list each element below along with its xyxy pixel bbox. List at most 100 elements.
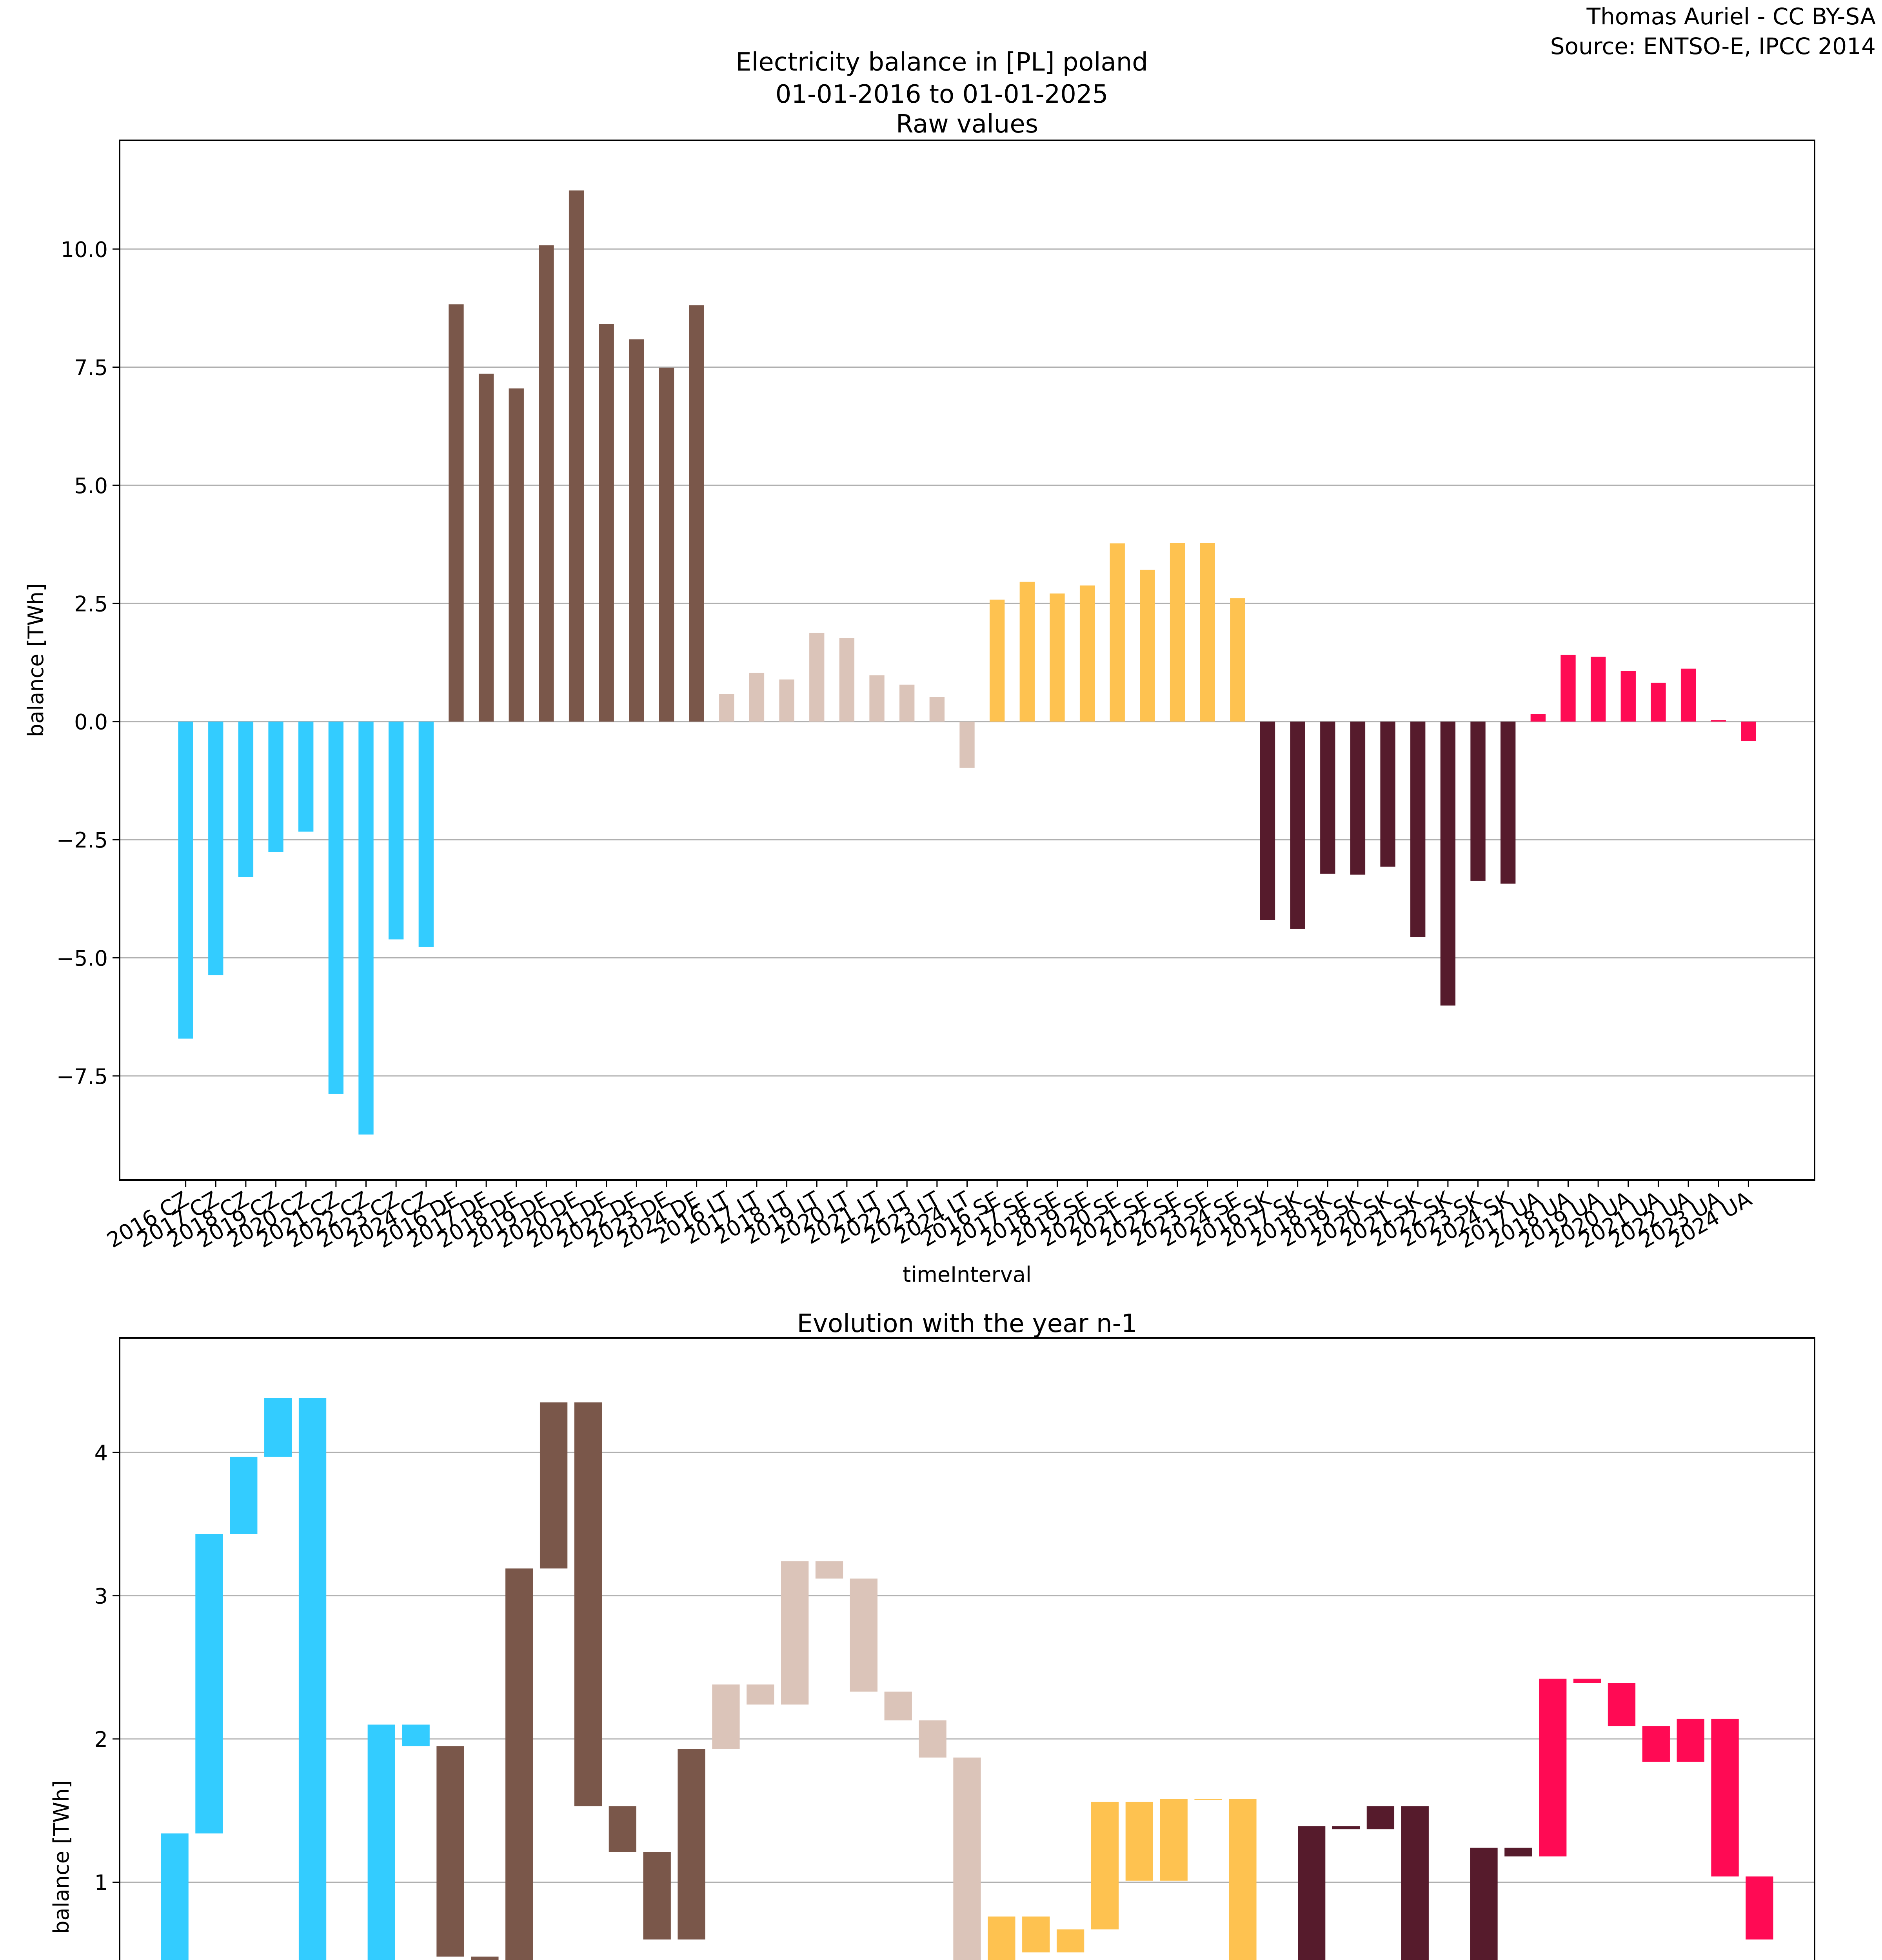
bar-2021-lt: [869, 675, 885, 722]
bar-2019-ua: [1573, 1679, 1601, 1683]
bar-2019-de: [505, 1568, 533, 1960]
bar-2022-se: [1160, 1799, 1188, 1881]
bar-2021-ua: [1651, 682, 1666, 722]
bar-2018-ua: [1560, 655, 1576, 722]
bar-2019-cz: [230, 1457, 258, 1534]
bar-2017-se: [1019, 581, 1035, 722]
bar-2017-lt: [712, 1684, 740, 1749]
bar-2017-sk: [1290, 721, 1305, 929]
bar-2021-se: [1140, 570, 1155, 722]
bar-2023-cz: [389, 721, 404, 940]
bar-2020-ua: [1620, 671, 1636, 722]
bar-2023-sk: [1470, 721, 1486, 881]
bar-2018-lt: [747, 1684, 774, 1705]
bar-2024-lt: [959, 721, 975, 768]
bar-2024-ua: [1746, 1876, 1773, 1940]
bar-2019-sk: [1332, 1826, 1360, 1829]
bar-2017-se: [988, 1916, 1015, 1960]
y-tick-label: −2.5: [56, 828, 108, 853]
bar-2017-de: [436, 1746, 464, 1957]
bar-2018-de: [471, 1956, 499, 1960]
y-tick-label: 2: [94, 1727, 108, 1752]
x-axis-label: timeInterval: [903, 1262, 1032, 1287]
bar-2024-cz: [402, 1724, 430, 1746]
bar-2018-se: [1050, 593, 1065, 722]
bar-2018-se: [1022, 1916, 1050, 1953]
bar-2023-se: [1200, 543, 1215, 722]
y-axis-label: balance [TWh]: [24, 583, 48, 737]
bar-2019-se: [1056, 1929, 1085, 1953]
credit-author: Thomas Auriel - CC BY-SA: [1586, 3, 1876, 30]
bar-2023-cz: [367, 1724, 395, 1960]
bar-2022-de: [629, 339, 644, 722]
bar-2018-sk: [1320, 721, 1335, 874]
bar-2018-de: [509, 388, 524, 722]
evolution-chart: Evolution with the year n-1−2−1012342017…: [49, 1309, 1815, 1960]
bar-2020-se: [1091, 1802, 1119, 1930]
bar-2021-se: [1125, 1802, 1153, 1881]
y-tick-label: 2.5: [74, 592, 108, 616]
bar-2019-lt: [781, 1561, 809, 1705]
bar-2016-se: [989, 599, 1005, 722]
bar-2024-cz: [418, 721, 434, 947]
bar-2020-lt: [815, 1561, 843, 1579]
bar-2016-lt: [719, 694, 734, 722]
y-tick-label: 1: [94, 1870, 108, 1895]
bar-2020-se: [1110, 543, 1125, 722]
bar-2020-de: [569, 190, 584, 722]
bar-2020-ua: [1608, 1683, 1636, 1726]
bar-2022-ua: [1677, 1719, 1704, 1762]
bar-2023-lt: [919, 1720, 946, 1758]
y-tick-label: −5.0: [56, 946, 108, 971]
y-tick-label: 0.0: [74, 710, 108, 735]
bar-2024-ua: [1741, 721, 1756, 741]
bar-2022-de: [609, 1806, 636, 1852]
bar-2021-ua: [1642, 1726, 1670, 1762]
bar-2024-lt: [953, 1757, 981, 1960]
bar-2021-cz: [328, 721, 344, 1094]
y-tick-label: 7.5: [74, 356, 108, 380]
bar-2019-cz: [268, 721, 283, 852]
bar-2019-sk: [1350, 721, 1366, 875]
bar-2024-se: [1229, 1799, 1257, 1960]
bar-2018-lt: [779, 679, 794, 722]
bar-2018-cz: [238, 721, 254, 877]
bar-2016-de: [449, 304, 464, 722]
bar-2021-cz: [298, 1398, 327, 1960]
chart-title: Evolution with the year n-1: [797, 1309, 1137, 1338]
bar-2017-cz: [208, 721, 223, 976]
plot-frame: [119, 140, 1815, 1181]
plot-frame: [119, 1337, 1815, 1960]
bar-2019-lt: [809, 633, 825, 722]
bar-2019-de: [539, 245, 554, 722]
y-tick-label: 4: [94, 1441, 108, 1465]
bar-2021-sk: [1410, 721, 1426, 937]
bar-2016-cz: [178, 721, 193, 1039]
bar-2022-se: [1170, 543, 1185, 722]
bar-2020-cz: [264, 1398, 292, 1457]
bar-2022-lt: [884, 1691, 912, 1720]
bar-2022-ua: [1680, 668, 1696, 722]
bar-2024-se: [1230, 598, 1245, 722]
bar-2022-lt: [899, 684, 915, 722]
bar-2024-sk: [1501, 721, 1516, 884]
y-tick-label: 5.0: [74, 474, 108, 498]
bar-2023-sk: [1470, 1847, 1498, 1960]
bar-2024-sk: [1504, 1847, 1532, 1857]
credit-text: Thomas Auriel - CC BY-SA Source: ENTSO-E…: [1550, 2, 1876, 61]
credit-source: Source: ENTSO-E, IPCC 2014: [1550, 33, 1876, 60]
bar-2018-cz: [195, 1534, 223, 1834]
bar-2017-ua: [1530, 714, 1546, 722]
bar-2018-sk: [1298, 1826, 1326, 1960]
bar-2018-ua: [1539, 1679, 1567, 1857]
bar-2023-de: [643, 1852, 671, 1940]
bar-2021-sk: [1401, 1806, 1429, 1960]
bar-2023-se: [1194, 1799, 1222, 1800]
bar-2017-lt: [749, 673, 765, 722]
bar-2023-ua: [1711, 1719, 1739, 1877]
bar-2017-de: [478, 374, 494, 722]
bar-2016-sk: [1260, 721, 1275, 920]
y-tick-label: 3: [94, 1584, 108, 1609]
bar-2022-sk: [1440, 721, 1456, 1006]
figure-title-line1: Electricity balance in [PL] poland: [736, 48, 1148, 77]
